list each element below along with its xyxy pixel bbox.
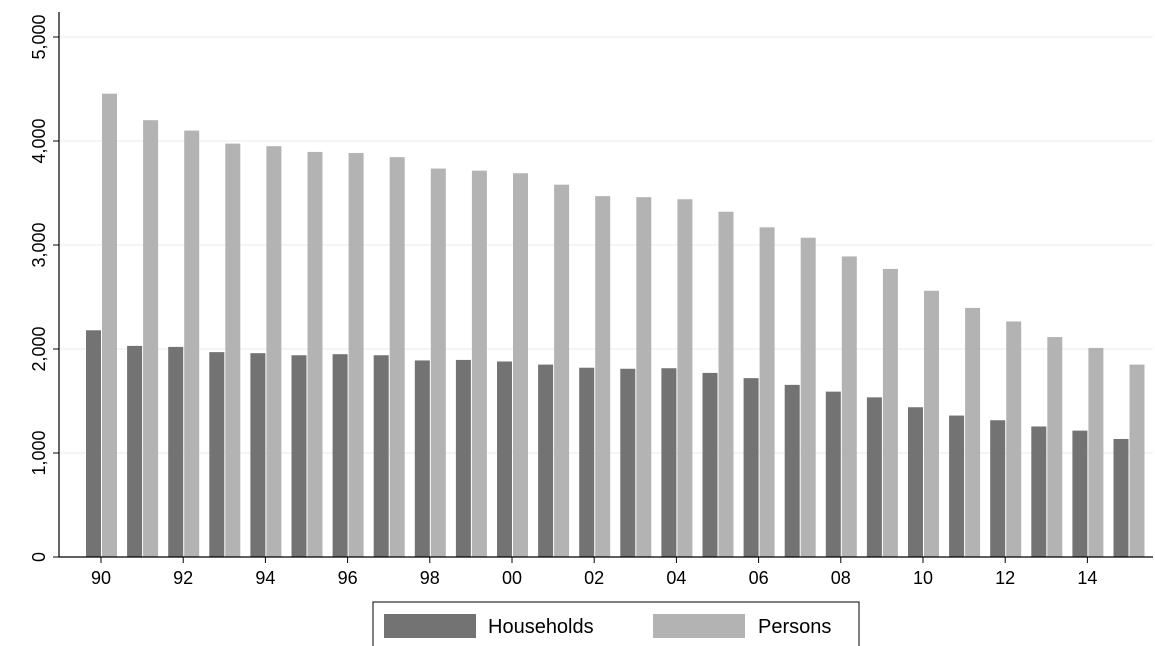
y-tick-label: 2,000 — [29, 326, 49, 371]
bar-persons — [882, 268, 898, 557]
bar-households — [455, 359, 471, 557]
bar-households — [620, 368, 636, 557]
bar-persons — [1006, 321, 1022, 557]
x-tick-label: 98 — [420, 568, 440, 588]
y-tick-label: 4,000 — [29, 118, 49, 163]
legend: Households Persons — [372, 601, 860, 646]
axes — [58, 12, 1153, 558]
bar-households — [538, 364, 554, 557]
bar-persons — [800, 237, 816, 557]
bar-households — [784, 384, 800, 557]
y-tick-label: 5,000 — [29, 14, 49, 59]
x-tick-label: 08 — [831, 568, 851, 588]
bar-persons — [513, 173, 528, 558]
bar-households — [332, 354, 348, 557]
bars — [86, 93, 1145, 558]
bar-households — [414, 360, 430, 557]
bar-households — [579, 367, 595, 557]
x-tick-label: 96 — [338, 568, 358, 588]
bar-households — [949, 415, 965, 557]
y-tick-label: 1,000 — [29, 430, 49, 475]
bar-persons — [307, 151, 323, 558]
bar-persons — [389, 157, 405, 557]
bar-households — [86, 330, 101, 557]
x-tick-label: 00 — [502, 568, 522, 588]
bar-persons — [677, 199, 693, 558]
bar-households — [291, 355, 307, 557]
bar-persons — [184, 130, 200, 557]
x-tick-label: 10 — [913, 568, 933, 588]
legend-swatch-persons — [653, 614, 745, 638]
x-tick-label: 12 — [995, 568, 1015, 588]
bar-households — [825, 391, 841, 557]
bar-persons — [924, 290, 939, 557]
bar-households — [1072, 430, 1088, 557]
legend-swatch-households — [384, 614, 476, 638]
bar-persons — [1129, 364, 1145, 557]
x-tick-label: 06 — [749, 568, 769, 588]
bar-persons — [225, 143, 241, 557]
y-tick-label: 0 — [29, 552, 49, 562]
bar-persons — [1088, 347, 1104, 557]
bar-households — [990, 420, 1006, 557]
bar-households — [743, 378, 759, 557]
bar-persons — [1047, 337, 1063, 557]
x-tick-label: 14 — [1077, 568, 1097, 588]
bar-persons — [266, 146, 282, 557]
bar-persons — [759, 227, 775, 557]
bar-households — [209, 352, 225, 557]
bar-persons — [471, 170, 487, 557]
bar-households — [866, 397, 882, 557]
bar-households — [1113, 438, 1129, 557]
bar-households — [373, 355, 389, 557]
bar-persons — [554, 184, 570, 557]
x-tick-label: 04 — [666, 568, 686, 588]
bar-persons — [965, 307, 981, 557]
x-tick-label: 92 — [173, 568, 193, 588]
bar-households — [908, 407, 923, 557]
bar-households — [661, 368, 677, 557]
bar-households — [1031, 426, 1047, 557]
y-tick-label: 3,000 — [29, 222, 49, 267]
y-axis-ticks: 0 1,000 2,000 3,000 4,000 5,000 — [29, 14, 59, 562]
bar-households — [250, 353, 266, 557]
bar-persons — [718, 211, 734, 557]
bar-persons — [430, 168, 446, 557]
bar-households — [127, 345, 143, 557]
bar-persons — [636, 197, 652, 557]
bar-households — [702, 372, 718, 557]
x-tick-label: 90 — [91, 568, 111, 588]
legend-label-households: Households — [488, 616, 594, 638]
x-tick-label: 02 — [584, 568, 604, 588]
bar-persons — [841, 256, 857, 557]
bar-persons — [102, 93, 117, 558]
bar-households — [497, 361, 512, 557]
bar-persons — [348, 152, 364, 557]
bar-households — [168, 346, 184, 557]
x-tick-label: 94 — [255, 568, 275, 588]
x-axis-ticks: 90 92 94 96 98 00 02 04 06 08 10 12 14 — [91, 557, 1097, 588]
bar-persons — [595, 196, 611, 557]
legend-label-persons: Persons — [758, 616, 831, 638]
bar-persons — [143, 120, 159, 557]
